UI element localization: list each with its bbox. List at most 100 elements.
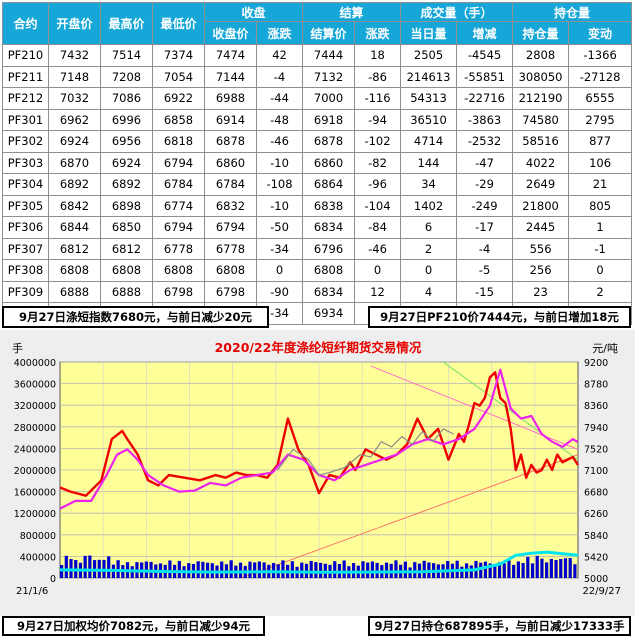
table-cell: 74580 [512,108,570,131]
y-left-tick-label: 2400000 [14,444,56,455]
note-pf210-price: 9月27日PF210价7444元，与前日增加18元 [368,306,631,328]
table-cell: 7374 [152,44,205,67]
y-left-tick-label: 3200000 [14,401,56,412]
volume-bar [290,561,294,578]
header-settle-change: 涨跌 [354,21,402,45]
table-cell: 4714 [400,130,458,153]
cell-contract: PF309 [2,280,49,303]
table-cell: 6808 [48,259,101,282]
volume-bar [573,564,577,578]
table-cell: 6796 [302,237,356,260]
table-cell: 6808 [152,259,205,282]
table-cell: 7000 [302,87,356,110]
volume-bar [502,563,506,578]
y-left-tick-label: 3600000 [14,380,56,391]
volume-bar [384,562,389,578]
table-cell: 7032 [48,87,101,110]
table-cell: -5 [456,259,514,282]
table-cell: 6818 [152,130,205,153]
table-cell: 6 [400,216,458,239]
table-cell: 7444 [302,44,356,67]
table-cell: 6988 [204,87,257,110]
volume-bar [342,560,346,578]
cell-contract: PF305 [2,194,49,217]
volume-bar [460,566,464,578]
y-left-tick-label: 800000 [20,531,56,542]
header-high: 最高价 [100,2,153,45]
table-cell: 6858 [152,108,205,131]
volume-bar [507,560,511,578]
volume-bar [568,558,572,578]
table-cell: -50 [255,216,304,239]
table-row: PF212 7032 7086 6922 6988 -44 7000 -116 54313 -22… [2,87,633,110]
table-cell: -27128 [568,65,633,88]
table-cell: 6956 [100,130,153,153]
y-right-tick-label: 5000 [584,574,608,585]
note-weighted-avg: 9月27日加权均价7082元，与前日减少94元 [2,616,265,636]
cell-contract: PF302 [2,130,49,153]
volume-bar [540,558,544,578]
volume-bar [319,562,323,578]
volume-bar [521,562,525,578]
table-cell: 6798 [204,280,257,303]
table-cell: 6838 [302,194,356,217]
y-right-tick-label: 8360 [584,401,608,412]
table-cell: 212190 [512,87,570,110]
table-cell: 106 [568,151,633,174]
table-cell: 6555 [568,87,633,110]
table-cell: 34 [400,173,458,196]
table-row: PF305 6842 6898 6774 6832 -10 6838 -104 1402 -249… [2,194,633,217]
volume-bar [483,561,488,578]
table-cell: -108 [255,173,304,196]
volume-bar [549,558,553,578]
pf-price-line [59,371,579,497]
y-left-tick-label: 0 [50,574,56,585]
note-polyester-index: 9月27日涤短指数7680元，与前日减少20元 [2,306,269,328]
table-cell: -1366 [568,44,633,67]
volume-bar [545,562,549,578]
table-cell: 6842 [48,194,101,217]
table-cell: 6898 [100,194,153,217]
y-left-tick-label: 4000000 [14,358,56,369]
table-cell: -116 [354,87,402,110]
y-right-axis-label: 元/吨 [592,342,618,355]
volume-bar [394,560,398,578]
table-cell: 6778 [204,237,257,260]
volume-bar [351,563,356,578]
y-right-tick-label: 9200 [584,358,608,369]
table-cell: 6860 [302,151,356,174]
table-cell: 6962 [48,108,101,131]
header-volume-change: 增减 [456,21,514,45]
polyester-index-line [59,368,579,510]
header-group-oi: 持仓量 [512,2,633,22]
table-cell: -3863 [456,108,514,131]
table-cell: 6892 [48,173,101,196]
table-cell: 6808 [100,259,153,282]
volume-bar [403,561,407,578]
table-cell: 6774 [152,194,205,217]
table-cell: 6794 [204,216,257,239]
table-cell: -249 [456,194,514,217]
table-cell: 214613 [400,65,458,88]
volume-bar [479,562,483,578]
table-cell: 6784 [152,173,205,196]
table-cell: 6934 [302,302,356,325]
table-cell: 12 [354,280,402,303]
table-cell: 6870 [48,151,101,174]
table-cell: -90 [255,280,304,303]
table-cell: 6808 [302,259,356,282]
cell-contract: PF301 [2,108,49,131]
table-cell: -15 [456,280,514,303]
table-cell: 0 [354,259,402,282]
table-row: PF303 6870 6924 6794 6860 -10 6860 -82 144 -47 402… [2,151,633,174]
y-right-tick-label: 8780 [584,380,608,391]
volume-bar [64,555,68,578]
volume-bar [413,562,417,578]
table-cell: 805 [568,194,633,217]
table-cell: -22716 [456,87,514,110]
volume-bar [554,559,558,578]
table-cell: 6922 [152,87,205,110]
table-cell: -102 [354,130,402,153]
table-cell: 144 [400,151,458,174]
header-settle: 结算价 [302,21,356,45]
